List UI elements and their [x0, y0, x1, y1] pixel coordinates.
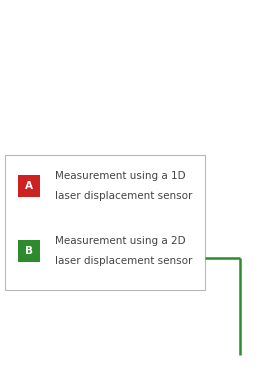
- Text: B: B: [25, 246, 33, 256]
- Text: laser displacement sensor: laser displacement sensor: [55, 256, 192, 266]
- FancyBboxPatch shape: [5, 155, 205, 290]
- Text: laser displacement sensor: laser displacement sensor: [55, 191, 192, 201]
- FancyBboxPatch shape: [18, 240, 40, 262]
- Text: A: A: [25, 181, 33, 191]
- Text: Measurement using a 1D: Measurement using a 1D: [55, 171, 186, 181]
- Text: Measurement using a 2D: Measurement using a 2D: [55, 236, 186, 246]
- FancyBboxPatch shape: [18, 175, 40, 197]
